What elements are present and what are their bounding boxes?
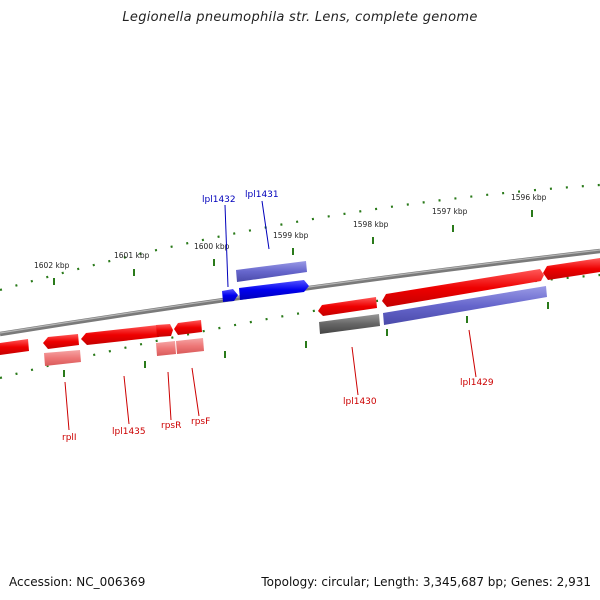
feature-rpsR-box	[156, 341, 176, 356]
gene-next-arrow[interactable]	[543, 258, 600, 280]
major-ticks-outer	[53, 210, 533, 285]
label-lpl1432: lpl1432	[202, 195, 236, 205]
scale-label-1599: 1599 kbp	[273, 231, 309, 240]
label-rpsR: rpsR	[161, 421, 181, 431]
gene-lpl1431-arrow[interactable]	[239, 280, 309, 300]
scale-label-1601: 1601 kbp	[114, 251, 150, 260]
gene-lpl1432-arrow[interactable]	[222, 289, 238, 302]
scale-label-1602: 1602 kbp	[34, 261, 70, 270]
label-leaders	[64, 200, 477, 431]
gene-lpl1429-arrow[interactable]	[382, 269, 544, 307]
label-lpl1430: lpl1430	[343, 397, 377, 407]
feature-lpl1430-box	[319, 314, 380, 334]
label-lpl1435: lpl1435	[112, 427, 146, 437]
label-rplI: rplI	[62, 433, 77, 443]
feature-lpl1429-box	[383, 286, 547, 325]
genome-summary-text: Topology: circular; Length: 3,345,687 bp…	[261, 575, 591, 589]
gene-rpsR-arrow[interactable]	[156, 324, 173, 337]
scale-label-1597: 1597 kbp	[432, 207, 468, 216]
label-rpsF: rpsF	[191, 417, 210, 427]
scale-label-1596: 1596 kbp	[511, 193, 547, 202]
gene-lpl1430-arrow[interactable]	[318, 297, 377, 316]
gene-rpsF-arrow[interactable]	[174, 320, 202, 335]
scale-label-1598: 1598 kbp	[353, 220, 389, 229]
feature-rpsF-box	[176, 338, 204, 354]
genome-title: Legionella pneumophila str. Lens, comple…	[122, 10, 478, 25]
feature-lpl1431-box	[236, 261, 307, 282]
accession-text: Accession: NC_006369	[9, 575, 146, 589]
gene-rplI-arrow[interactable]	[43, 334, 79, 349]
major-ticks-inner	[63, 302, 549, 377]
label-lpl1431: lpl1431	[245, 190, 279, 200]
gene-left-edge-arrow[interactable]	[0, 339, 29, 355]
feature-rplI-box	[44, 350, 81, 366]
label-lpl1429: lpl1429	[460, 378, 494, 388]
gene-lpl1435-arrow[interactable]	[81, 325, 159, 345]
scale-label-1600: 1600 kbp	[194, 242, 230, 251]
